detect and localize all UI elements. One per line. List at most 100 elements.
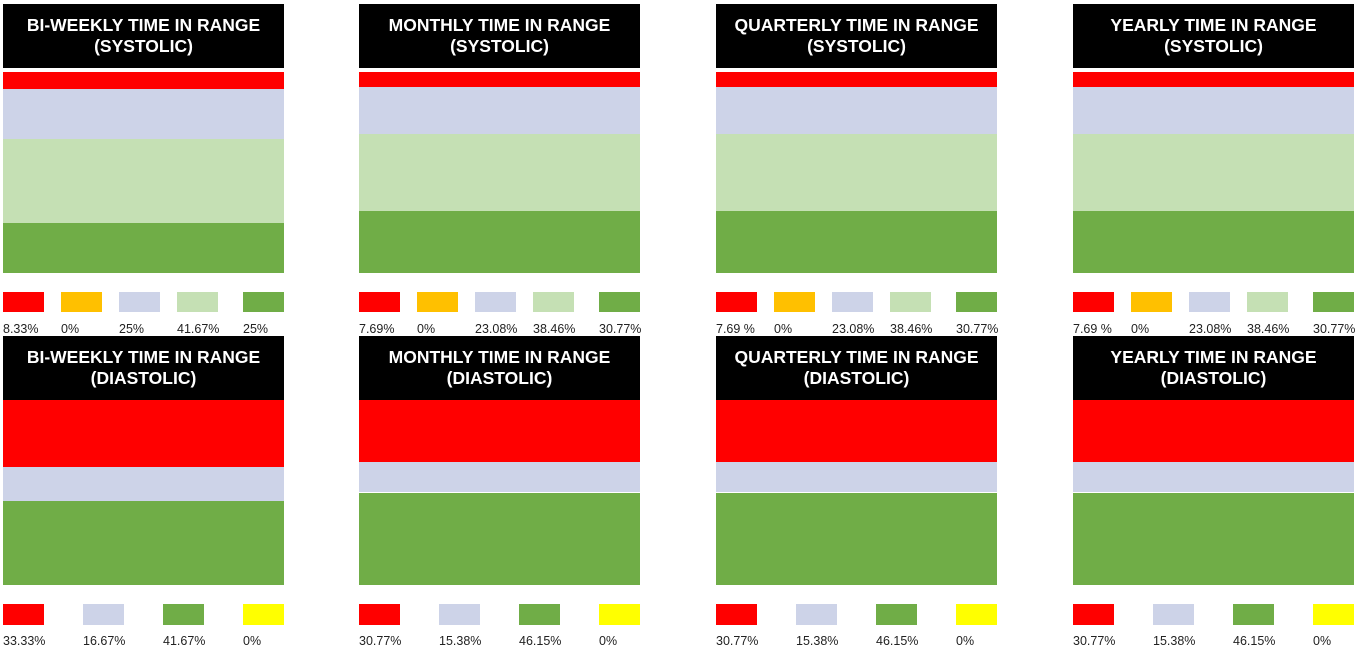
bar-segment — [3, 88, 284, 139]
bar-segment — [359, 211, 640, 273]
percent-label: 46.15% — [519, 634, 562, 648]
percent-label: 0% — [774, 322, 793, 336]
percent-label: 0% — [243, 634, 262, 648]
legend-swatch — [599, 604, 640, 625]
stacked-bar — [359, 400, 640, 585]
bar-segment — [1073, 400, 1354, 462]
bar-segment — [3, 138, 284, 223]
time-in-range-chart: YEARLY TIME IN RANGE (DIASTOLIC) 30.77% 15… — [1073, 336, 1354, 650]
percent-label: 16.67% — [83, 634, 126, 648]
legend-swatch — [956, 292, 997, 312]
bar-segment — [3, 467, 284, 501]
percent-label: 0% — [61, 322, 80, 336]
bar-segment — [359, 87, 640, 134]
bar-segment — [359, 400, 640, 462]
bar-segment — [716, 133, 997, 212]
chart-title: QUARTERLY TIME IN RANGE (DIASTOLIC) — [716, 336, 997, 400]
chart-title: YEARLY TIME IN RANGE (SYSTOLIC) — [1073, 4, 1354, 68]
legend-swatch — [1131, 292, 1172, 312]
chart-title: BI-WEEKLY TIME IN RANGE (DIASTOLIC) — [3, 336, 284, 400]
legend-swatch — [1233, 604, 1274, 625]
legend-swatch — [61, 292, 102, 312]
legend-swatch — [243, 292, 284, 312]
percent-label: 38.46% — [890, 322, 933, 336]
bar-segment — [716, 211, 997, 273]
percent-label: 41.67% — [163, 634, 206, 648]
legend-swatch — [1073, 604, 1114, 625]
percent-label: 25% — [243, 322, 269, 336]
percent-label: 30.77% — [599, 322, 642, 336]
legend-swatch — [716, 604, 757, 625]
percent-label: 0% — [1131, 322, 1150, 336]
legend-swatch — [1247, 292, 1288, 312]
legend-swatch — [475, 292, 516, 312]
time-in-range-chart: QUARTERLY TIME IN RANGE (DIASTOLIC) 30.77… — [716, 336, 997, 650]
legend-swatch — [876, 604, 917, 625]
stacked-bar — [1073, 400, 1354, 585]
bar-segment — [1073, 461, 1354, 493]
time-in-range-chart: BI-WEEKLY TIME IN RANGE (DIASTOLIC) 33.33… — [3, 336, 284, 650]
percent-label: 23.08% — [832, 322, 875, 336]
legend-swatch — [1073, 292, 1114, 312]
bar-segment — [716, 72, 997, 88]
percent-label: 0% — [1313, 634, 1332, 648]
bar-segment — [359, 461, 640, 493]
percent-label: 7.69% — [359, 322, 395, 336]
percent-label: 8.33% — [3, 322, 39, 336]
legend-swatch — [796, 604, 837, 625]
legend-swatch — [1313, 292, 1354, 312]
legend-swatch — [119, 292, 160, 312]
stacked-bar — [1073, 72, 1354, 273]
legend-swatch — [3, 292, 44, 312]
legend-swatch — [519, 604, 560, 625]
legend-swatch — [83, 604, 124, 625]
percent-label: 15.38% — [439, 634, 482, 648]
bar-segment — [359, 72, 640, 88]
bar-segment — [716, 492, 997, 585]
bar-segment — [3, 72, 284, 89]
stacked-bar — [716, 400, 997, 585]
bar-segment — [3, 400, 284, 468]
percent-label: 30.77% — [956, 322, 999, 336]
legend-swatch — [359, 604, 400, 625]
chart-title: BI-WEEKLY TIME IN RANGE (SYSTOLIC) — [3, 4, 284, 68]
chart-title: QUARTERLY TIME IN RANGE (SYSTOLIC) — [716, 4, 997, 68]
bar-segment — [1073, 133, 1354, 212]
percent-label: 23.08% — [475, 322, 518, 336]
time-in-range-chart: YEARLY TIME IN RANGE (SYSTOLIC) 7.69 % 0% 2… — [1073, 4, 1356, 338]
time-in-range-chart: MONTHLY TIME IN RANGE (SYSTOLIC) 7.69% 0% 2… — [359, 4, 642, 338]
percent-label: 15.38% — [796, 634, 839, 648]
bar-segment — [716, 87, 997, 134]
bar-segment — [359, 492, 640, 585]
percent-label: 7.69 % — [716, 322, 755, 336]
bar-segment — [1073, 72, 1354, 88]
legend-swatch — [890, 292, 931, 312]
legend-swatch — [533, 292, 574, 312]
bar-segment — [1073, 211, 1354, 273]
legend-swatch — [163, 604, 204, 625]
legend-swatch — [3, 604, 44, 625]
bar-segment — [3, 222, 284, 273]
stacked-bar — [3, 72, 284, 273]
percent-label: 7.69 % — [1073, 322, 1112, 336]
percent-label: 46.15% — [876, 634, 919, 648]
percent-label: 30.77% — [1313, 322, 1356, 336]
percent-label: 30.77% — [359, 634, 402, 648]
percent-label: 38.46% — [1247, 322, 1290, 336]
legend-swatch — [956, 604, 997, 625]
legend-swatch — [1153, 604, 1194, 625]
percent-label: 23.08% — [1189, 322, 1232, 336]
legend-swatch — [359, 292, 400, 312]
bar-segment — [1073, 492, 1354, 585]
chart-title: MONTHLY TIME IN RANGE (DIASTOLIC) — [359, 336, 640, 400]
bar-segment — [3, 500, 284, 585]
time-in-range-chart: BI-WEEKLY TIME IN RANGE (SYSTOLIC) 8.33% 0… — [3, 4, 284, 338]
bar-segment — [716, 400, 997, 462]
legend-swatch — [599, 292, 640, 312]
chart-title: MONTHLY TIME IN RANGE (SYSTOLIC) — [359, 4, 640, 68]
percent-label: 38.46% — [533, 322, 576, 336]
stacked-bar — [3, 400, 284, 585]
legend-swatch — [439, 604, 480, 625]
time-in-range-chart: QUARTERLY TIME IN RANGE (SYSTOLIC) 7.69 %… — [716, 4, 999, 338]
bar-segment — [359, 133, 640, 212]
